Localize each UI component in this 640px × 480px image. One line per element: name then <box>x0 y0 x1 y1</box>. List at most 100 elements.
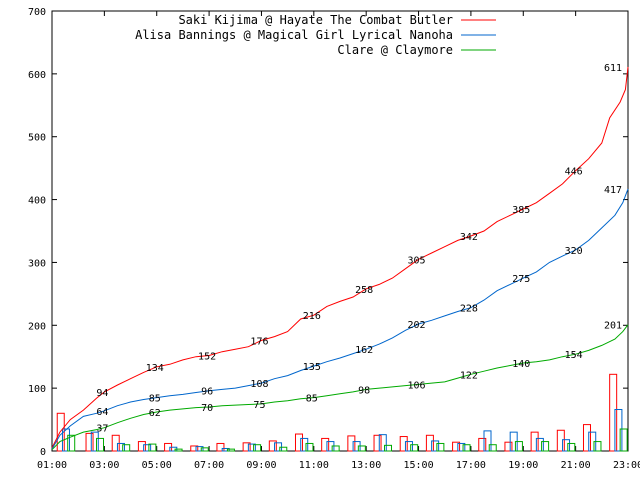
bar <box>504 441 513 452</box>
bar <box>200 447 209 452</box>
bar <box>190 445 199 452</box>
data-label: 62 <box>149 408 161 419</box>
bar <box>67 434 76 452</box>
data-label: 122 <box>460 370 478 381</box>
bar <box>305 442 314 452</box>
bar <box>619 428 628 452</box>
data-label: 320 <box>565 246 583 257</box>
bar <box>90 431 99 452</box>
y-tick-label: 600 <box>28 70 46 81</box>
data-label: 70 <box>201 403 213 414</box>
data-label: 98 <box>358 385 370 396</box>
bar <box>567 442 576 452</box>
bar <box>452 441 461 452</box>
bar <box>541 441 550 452</box>
y-tick-label: 700 <box>28 7 46 18</box>
data-label: 140 <box>512 359 530 370</box>
data-label-layer: 94 134 152 176 216 258 305 342 385 446 611 64 85 96 10… <box>96 63 622 435</box>
bar <box>404 441 413 452</box>
bar <box>137 441 146 452</box>
bar <box>373 434 382 452</box>
data-label: 342 <box>460 232 478 243</box>
data-label: 202 <box>408 320 426 331</box>
bar <box>294 433 303 452</box>
bar <box>122 444 131 452</box>
bar <box>488 444 497 452</box>
data-label: 446 <box>565 167 583 178</box>
legend-label: Clare @ Claymore <box>337 43 453 57</box>
x-tick-label: 01:00 <box>37 460 67 471</box>
bar <box>116 442 125 452</box>
bar <box>614 409 623 452</box>
data-label: 228 <box>460 304 478 315</box>
x-tick-label: 23:00 <box>613 460 640 471</box>
data-label: 201 <box>604 321 622 332</box>
bar <box>593 441 602 452</box>
bar <box>268 440 277 452</box>
bar <box>425 434 434 452</box>
series-line <box>51 66 629 449</box>
bar <box>347 435 356 452</box>
bar <box>247 443 256 452</box>
data-label: 305 <box>408 255 426 266</box>
y-tick-label: 100 <box>28 384 46 395</box>
y-tick-label: 0 <box>40 447 46 458</box>
bar <box>457 442 466 452</box>
data-label: 96 <box>201 387 213 398</box>
bar <box>85 432 94 452</box>
bar <box>462 444 471 452</box>
x-tick-label: 07:00 <box>194 460 224 471</box>
x-tick-label: 13:00 <box>351 460 381 471</box>
bar <box>410 444 419 452</box>
y-tick-label: 300 <box>28 258 46 269</box>
bar <box>143 444 152 452</box>
data-label: 162 <box>355 345 373 356</box>
data-label: 417 <box>604 185 622 196</box>
x-tick-label: 21:00 <box>561 460 591 471</box>
data-label: 106 <box>408 380 426 391</box>
bar <box>226 448 235 452</box>
bar <box>514 441 523 452</box>
data-label: 94 <box>96 388 108 399</box>
plot-frame <box>51 10 629 452</box>
bar <box>535 437 544 452</box>
data-label: 258 <box>355 285 373 296</box>
bar <box>279 446 288 452</box>
bar <box>242 442 251 452</box>
y-tick-label: 400 <box>28 196 46 207</box>
data-label: 37 <box>96 424 108 435</box>
data-label: 85 <box>149 394 161 405</box>
data-label: 275 <box>512 274 530 285</box>
y-tick-label: 200 <box>28 321 46 332</box>
x-tick-label: 03:00 <box>89 460 119 471</box>
bar <box>530 431 539 452</box>
axis-ticks: 0 100 200 300 400 500 600 700 01:00 03:00 05:00 07:… <box>28 7 640 471</box>
bar <box>216 442 225 452</box>
series-line <box>51 324 629 451</box>
bar <box>96 437 105 452</box>
legend-label: Saki Kijima @ Hayate The Combat Butler <box>178 13 453 27</box>
legend-label: Alisa Bannings @ Magical Girl Lyrical Na… <box>135 28 453 42</box>
bar <box>483 430 492 452</box>
legend: Saki Kijima @ Hayate The Combat ButlerAl… <box>135 13 496 57</box>
data-label: 75 <box>253 400 265 411</box>
data-label: 611 <box>604 63 622 74</box>
bar <box>221 447 230 452</box>
bar <box>357 445 366 452</box>
y-tick-label: 500 <box>28 133 46 144</box>
bar-layer <box>56 373 628 452</box>
data-label: 134 <box>146 363 164 374</box>
bar <box>431 440 440 452</box>
data-label: 152 <box>198 351 216 362</box>
bar <box>148 443 157 452</box>
data-label: 385 <box>512 205 530 216</box>
x-tick-label: 11:00 <box>299 460 329 471</box>
data-label: 135 <box>303 362 321 373</box>
data-label: 154 <box>565 350 583 361</box>
bar <box>321 437 330 452</box>
line-layer <box>51 66 629 451</box>
data-label: 176 <box>250 336 268 347</box>
bar <box>436 442 445 452</box>
bar <box>384 444 393 452</box>
data-label: 64 <box>96 407 108 418</box>
